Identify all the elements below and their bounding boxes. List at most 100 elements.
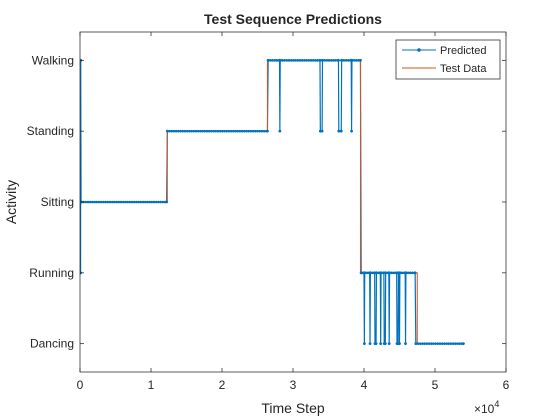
- data-point-predicted: [342, 59, 346, 62]
- data-point-predicted: [172, 129, 176, 133]
- x-tick-label: 6: [503, 378, 510, 392]
- data-point-predicted: [121, 200, 125, 204]
- data-point-predicted: [154, 200, 158, 204]
- data-point-predicted: [357, 59, 360, 62]
- data-point-predicted: [183, 129, 187, 133]
- data-point-predicted: [387, 342, 391, 346]
- data-point-predicted: [232, 129, 235, 133]
- data-point-predicted: [449, 342, 453, 345]
- data-point-predicted: [269, 59, 272, 62]
- data-point-predicted: [278, 59, 282, 62]
- data-point-predicted: [165, 200, 169, 204]
- data-point-predicted: [110, 200, 114, 204]
- data-point-predicted: [188, 129, 191, 133]
- data-point-predicted: [168, 129, 171, 133]
- x-axis: 0 1 2 3 4 5 6: [77, 32, 510, 392]
- data-point-predicted: [443, 342, 446, 345]
- data-point-predicted: [150, 200, 154, 204]
- data-point-predicted: [113, 200, 116, 204]
- data-point-predicted: [447, 342, 451, 345]
- legend: Predicted Test Data: [395, 39, 501, 80]
- y-axis-label: Activity: [3, 180, 19, 224]
- data-point-predicted: [368, 342, 372, 346]
- data-point-predicted: [161, 200, 165, 204]
- data-point-predicted: [307, 59, 311, 62]
- data-point-predicted: [236, 129, 240, 133]
- data-point-predicted: [329, 59, 333, 62]
- data-point-predicted: [440, 342, 444, 345]
- y-tick-label: Dancing: [30, 337, 74, 351]
- data-point-predicted: [432, 342, 435, 345]
- data-point-predicted: [117, 200, 121, 204]
- data-point-predicted: [287, 59, 291, 62]
- data-point-predicted: [91, 200, 94, 204]
- data-point-predicted: [258, 129, 262, 133]
- y-tick-label: Standing: [27, 124, 74, 138]
- data-point-predicted: [207, 129, 211, 133]
- data-point-predicted: [139, 200, 143, 204]
- data-point-predicted: [346, 59, 350, 62]
- data-point-predicted: [262, 129, 266, 133]
- data-point-predicted: [374, 342, 378, 346]
- data-point-predicted: [214, 129, 218, 133]
- data-point-predicted: [148, 200, 151, 204]
- y-tick-label: Sitting: [41, 195, 74, 209]
- data-point-predicted: [294, 59, 297, 62]
- data-point-predicted: [384, 271, 387, 275]
- data-point-predicted: [135, 200, 138, 204]
- data-point-predicted: [124, 200, 127, 204]
- data-point-predicted: [132, 200, 136, 204]
- data-point-predicted: [352, 59, 356, 62]
- data-point-predicted: [411, 271, 414, 275]
- data-point-predicted: [462, 342, 465, 346]
- data-point-predicted: [216, 129, 220, 133]
- data-point-predicted: [390, 271, 394, 275]
- data-point-predicted: [190, 129, 193, 133]
- data-point-predicted: [398, 271, 402, 275]
- data-point-predicted: [283, 59, 286, 62]
- data-point-predicted: [166, 129, 169, 133]
- data-point-predicted: [454, 342, 457, 345]
- x-tick-label: 1: [148, 378, 155, 392]
- data-point-predicted: [251, 129, 255, 133]
- data-point-predicted: [130, 200, 134, 204]
- data-point-predicted: [126, 200, 129, 204]
- data-point-predicted: [143, 200, 147, 204]
- data-point-predicted: [418, 342, 422, 345]
- data-point-predicted: [296, 59, 300, 62]
- data-point-predicted: [379, 271, 383, 275]
- data-point-predicted: [320, 129, 324, 133]
- data-point-predicted: [289, 59, 293, 62]
- data-point-predicted: [260, 129, 264, 133]
- data-point-predicted: [221, 129, 224, 133]
- data-point-predicted: [458, 342, 462, 345]
- data-point-predicted: [249, 129, 253, 133]
- data-point-predicted: [383, 342, 387, 346]
- chart-title: Test Sequence Predictions: [204, 11, 382, 27]
- data-point-predicted: [203, 129, 207, 133]
- data-point-predicted: [234, 129, 237, 133]
- data-point-predicted: [115, 200, 118, 204]
- data-point-predicted: [298, 59, 302, 62]
- data-point-predicted: [398, 342, 401, 346]
- data-point-predicted: [414, 342, 418, 345]
- data-point-predicted: [196, 129, 200, 133]
- data-point-predicted: [210, 129, 213, 133]
- y-axis: Dancing Running Sitting Standing Walking: [27, 53, 506, 351]
- data-point-predicted: [388, 271, 391, 275]
- y-tick-label: Walking: [32, 53, 74, 67]
- data-point-predicted: [108, 200, 112, 204]
- data-point-predicted: [174, 129, 178, 133]
- data-point-predicted: [359, 271, 363, 275]
- data-point-predicted: [292, 59, 295, 62]
- data-point-predicted: [311, 59, 315, 62]
- data-point-predicted: [321, 59, 324, 62]
- data-point-predicted: [379, 342, 383, 346]
- data-point-predicted: [285, 59, 289, 62]
- data-point-predicted: [413, 271, 417, 275]
- data-point-predicted: [275, 59, 279, 62]
- series-layer: [80, 58, 465, 346]
- data-point-predicted: [128, 200, 132, 204]
- data-point-predicted: [371, 271, 374, 275]
